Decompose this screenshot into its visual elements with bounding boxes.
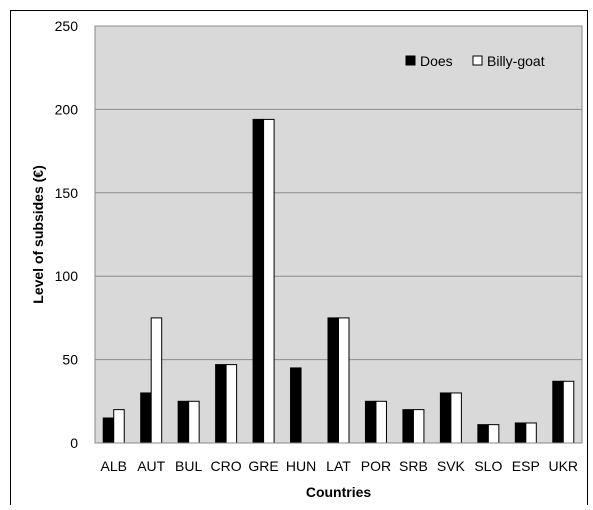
x-tick-label: ESP [512,458,540,474]
x-axis-title: Countries [306,484,372,500]
x-tick-label: SLO [474,458,502,474]
bar-billy-goat-cro [225,364,238,444]
y-tick-label: 100 [55,268,79,284]
bar-billy-goat-esp [525,422,537,444]
bar-billy-goat-lat [338,317,350,444]
legend-swatch-billy-goat [472,55,483,66]
bar-billy-goat-svk [450,392,462,444]
bar-does-por [364,400,377,444]
bar-does-gre [252,118,265,444]
bar-does-esp [514,422,527,444]
bar-does-alb [102,417,115,444]
bar-does-srb [402,409,414,444]
x-tick-label: SVK [437,458,466,474]
bar-does-ukr [552,380,564,444]
bar-does-hun [290,367,302,444]
y-tick-label: 0 [70,435,78,451]
bar-billy-goat-srb [412,409,425,444]
bar-does-slo [477,424,489,444]
chart-frame [10,10,588,505]
bar-does-bul [177,400,190,444]
y-tick-label: 250 [55,18,79,34]
y-axis-title: Level of subsides (€) [30,165,46,303]
x-tick-label: AUT [137,458,165,474]
legend-label-does: Does [420,53,453,69]
bar-does-cro [215,364,227,444]
y-tick-label: 50 [62,352,78,368]
x-tick-label: ALB [100,458,126,474]
legend-swatch-does [405,55,416,66]
bar-does-lat [327,317,339,444]
y-tick-label: 200 [55,101,79,117]
x-tick-label: UKR [548,458,578,474]
bar-does-svk [439,392,452,444]
bar-billy-goat-aut [150,317,163,444]
x-tick-label: SRB [399,458,428,474]
x-tick-label: LAT [326,458,351,474]
x-tick-label: BUL [175,458,202,474]
x-tick-label: POR [361,458,391,474]
bar-billy-goat-slo [487,424,500,444]
x-tick-label: CRO [211,458,242,474]
bar-billy-goat-ukr [562,380,575,444]
bar-billy-goat-gre [263,118,275,444]
bar-billy-goat-bul [188,400,200,444]
bar-billy-goat-alb [113,409,125,444]
bar-does-aut [140,392,152,444]
x-tick-label: HUN [286,458,316,474]
y-tick-label: 150 [55,185,79,201]
legend-label-billy-goat: Billy-goat [487,53,545,69]
x-tick-label: GRE [248,458,278,474]
bar-billy-goat-por [375,400,387,444]
